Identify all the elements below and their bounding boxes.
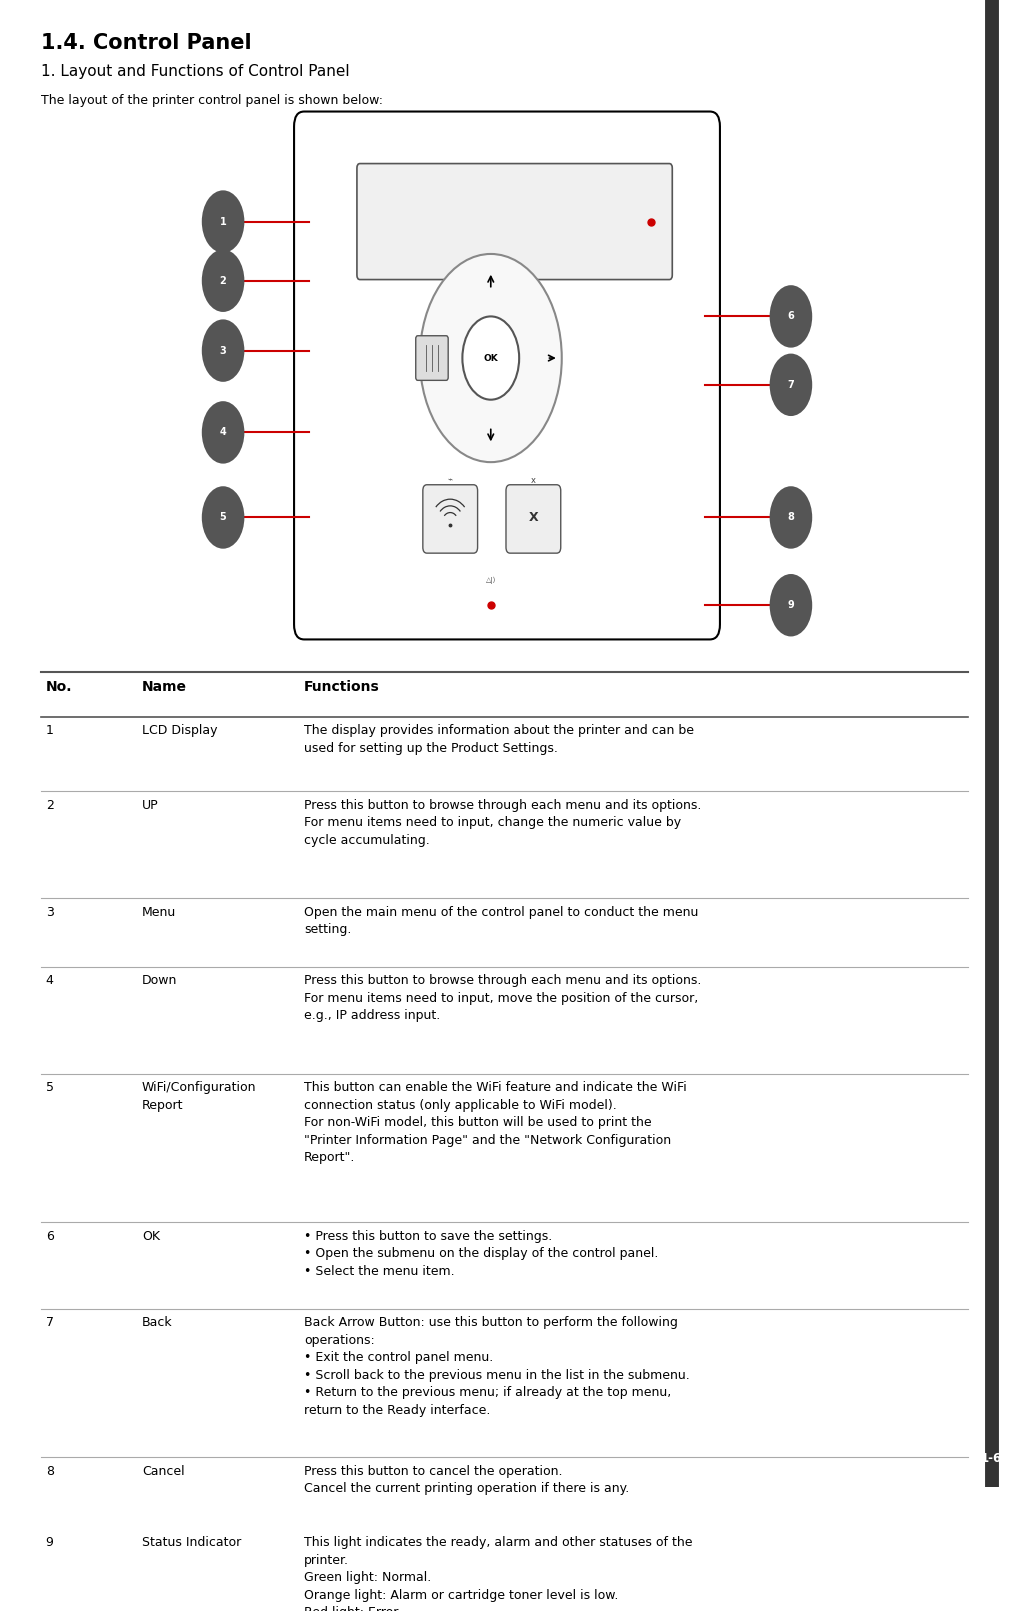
- FancyBboxPatch shape: [357, 164, 672, 280]
- Text: Status Indicator: Status Indicator: [142, 1537, 241, 1550]
- Text: 3: 3: [220, 346, 226, 356]
- Text: 7: 7: [788, 380, 794, 390]
- Text: 7: 7: [46, 1316, 54, 1329]
- Text: Menu: Menu: [142, 905, 176, 918]
- FancyBboxPatch shape: [423, 485, 478, 553]
- FancyBboxPatch shape: [416, 335, 448, 380]
- Text: 1. Layout and Functions of Control Panel: 1. Layout and Functions of Control Panel: [41, 64, 349, 79]
- Text: The display provides information about the printer and can be
used for setting u: The display provides information about t…: [304, 725, 695, 754]
- Circle shape: [462, 316, 519, 400]
- Text: 1-6: 1-6: [982, 1452, 1002, 1464]
- Text: WiFi/Configuration
Report: WiFi/Configuration Report: [142, 1081, 257, 1112]
- Text: 1: 1: [46, 725, 54, 738]
- Text: 4: 4: [46, 975, 54, 988]
- Text: 6: 6: [46, 1229, 54, 1242]
- Text: 1: 1: [220, 216, 226, 227]
- Circle shape: [202, 319, 244, 382]
- Text: Press this button to cancel the operation.
Cancel the current printing operation: Press this button to cancel the operatio…: [304, 1464, 630, 1495]
- Text: 5: 5: [220, 512, 226, 522]
- Circle shape: [202, 487, 244, 549]
- Circle shape: [770, 353, 812, 416]
- Text: • Press this button to save the settings.
• Open the submenu on the display of t: • Press this button to save the settings…: [304, 1229, 658, 1278]
- Text: Back Arrow Button: use this button to perform the following
operations:
• Exit t: Back Arrow Button: use this button to pe…: [304, 1316, 690, 1416]
- Text: Name: Name: [142, 680, 187, 694]
- Circle shape: [770, 574, 812, 636]
- FancyBboxPatch shape: [506, 485, 561, 553]
- Text: LCD Display: LCD Display: [142, 725, 217, 738]
- Text: 5: 5: [46, 1081, 54, 1094]
- Text: Press this button to browse through each menu and its options.
For menu items ne: Press this button to browse through each…: [304, 975, 702, 1021]
- Text: x: x: [531, 475, 535, 485]
- Text: OK: OK: [142, 1229, 160, 1242]
- Text: Functions: Functions: [304, 680, 380, 694]
- Text: 3: 3: [46, 905, 54, 918]
- Text: The layout of the printer control panel is shown below:: The layout of the printer control panel …: [41, 93, 382, 106]
- Text: 9: 9: [46, 1537, 54, 1550]
- Text: This light indicates the ready, alarm and other statuses of the
printer.
Green l: This light indicates the ready, alarm an…: [304, 1537, 693, 1611]
- Text: 1.4. Control Panel: 1.4. Control Panel: [41, 32, 251, 53]
- Text: 6: 6: [788, 311, 794, 322]
- Text: OK: OK: [484, 353, 498, 362]
- Text: 2: 2: [46, 799, 54, 812]
- Text: 8: 8: [788, 512, 794, 522]
- Text: Open the main menu of the control panel to conduct the menu
setting.: Open the main menu of the control panel …: [304, 905, 699, 936]
- Text: UP: UP: [142, 799, 158, 812]
- Text: 9: 9: [788, 601, 794, 611]
- Circle shape: [202, 250, 244, 313]
- Text: △|⟩: △|⟩: [486, 577, 496, 585]
- Circle shape: [202, 401, 244, 464]
- Circle shape: [202, 190, 244, 253]
- Text: This button can enable the WiFi feature and indicate the WiFi
connection status : This button can enable the WiFi feature …: [304, 1081, 686, 1165]
- Text: 8: 8: [46, 1464, 54, 1477]
- Text: Back: Back: [142, 1316, 172, 1329]
- Circle shape: [770, 487, 812, 549]
- Text: No.: No.: [46, 680, 72, 694]
- Text: Press this button to browse through each menu and its options.
For menu items ne: Press this button to browse through each…: [304, 799, 702, 846]
- Text: ⌁: ⌁: [448, 475, 452, 485]
- Text: Cancel: Cancel: [142, 1464, 185, 1477]
- Text: 2: 2: [220, 275, 226, 285]
- Circle shape: [420, 255, 562, 462]
- Text: Down: Down: [142, 975, 177, 988]
- Text: X: X: [528, 511, 538, 524]
- Circle shape: [770, 285, 812, 348]
- FancyBboxPatch shape: [294, 111, 720, 640]
- Text: 4: 4: [220, 427, 226, 438]
